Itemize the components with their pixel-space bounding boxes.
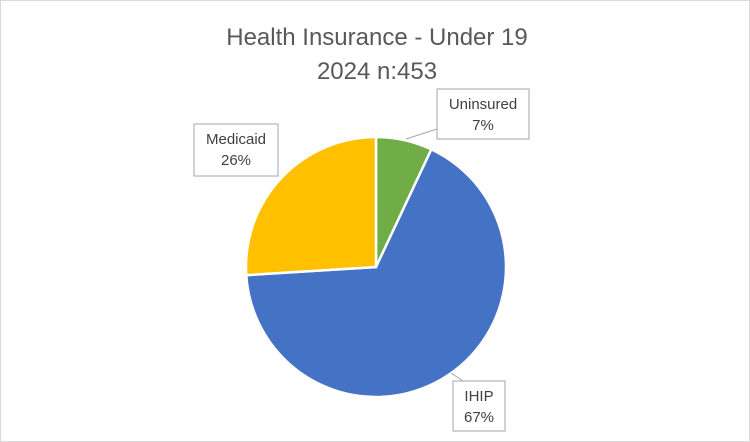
slice-label-medicaid: Medicaid (206, 131, 266, 148)
callout-leader-uninsured (405, 128, 438, 140)
callout-box-uninsured (436, 88, 530, 140)
pie-slice-medicaid (244, 135, 378, 277)
slice-value-label-ihip: 67% (464, 409, 494, 426)
pie-slices (244, 135, 508, 399)
callout-box-medicaid (193, 123, 279, 177)
slice-label-uninsured: Uninsured (449, 96, 517, 113)
callout-leader-ihip (450, 372, 464, 382)
slice-label-ihip: IHIP (464, 388, 493, 405)
slice-value-label-medicaid: 26% (221, 152, 251, 169)
callout-box-ihip (452, 380, 506, 432)
pie-slice-ihip (244, 147, 508, 399)
slice-value-label-uninsured: 7% (472, 117, 494, 134)
chart-title: Health Insurance - Under 19 (226, 24, 528, 51)
data-label-callouts: Uninsured 7% IHIP 67% Medicaid 26% (193, 88, 530, 432)
chart-subtitle: 2024 n:453 (317, 58, 437, 85)
